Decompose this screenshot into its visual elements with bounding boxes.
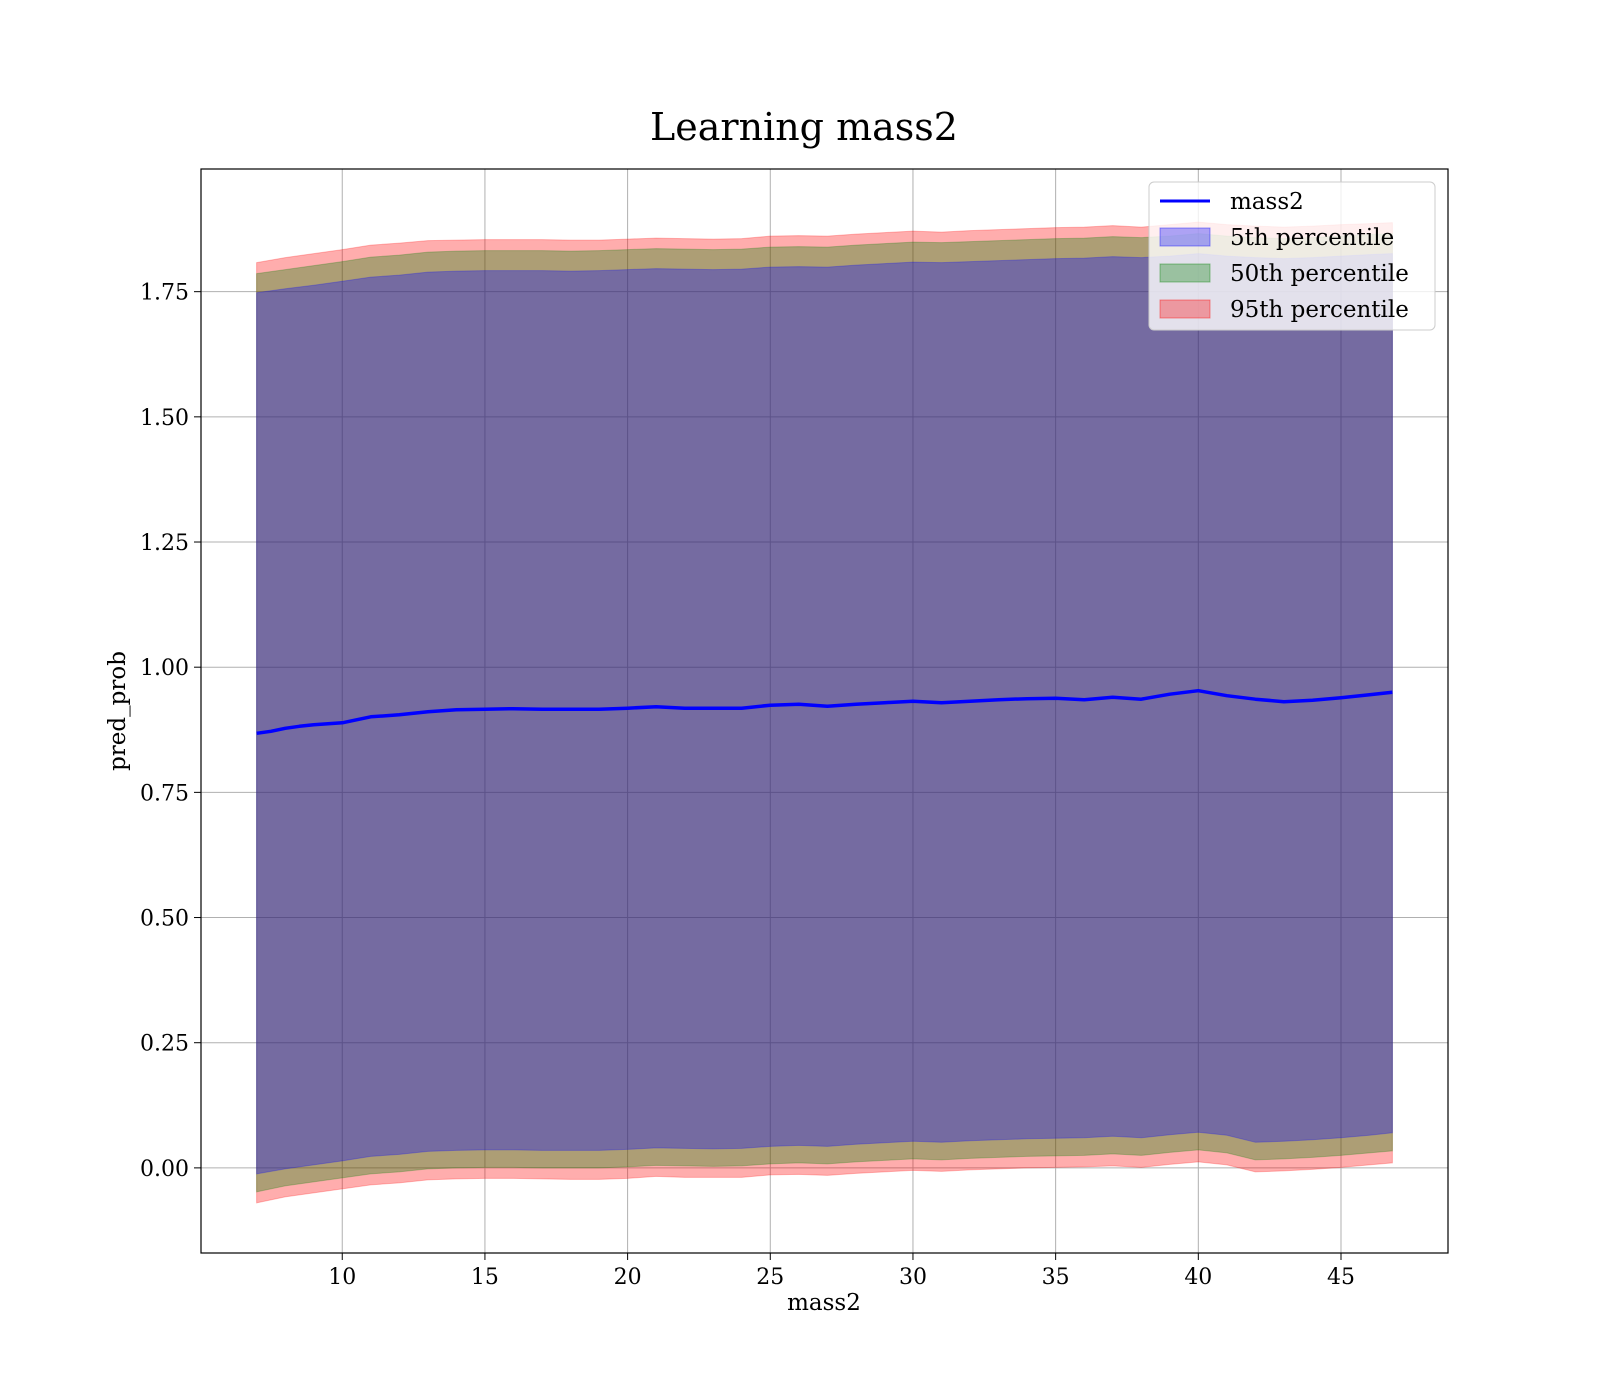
legend-label-50th: 50th percentile (1230, 261, 1409, 287)
y-tick-label: 0.75 (140, 781, 189, 806)
x-tick-label: 20 (614, 1265, 642, 1290)
y-axis-ticks: 0.00 0.25 0.50 0.75 1.00 1.25 1.50 1.75 (140, 281, 201, 1182)
y-tick-label: 1.50 (140, 406, 189, 431)
band-5th (256, 253, 1393, 1175)
plot-frame (200, 168, 1449, 1254)
line-series (256, 688, 1393, 736)
x-tick-label: 30 (899, 1265, 927, 1290)
x-axis-ticks: 10 15 20 25 30 35 40 45 (328, 1253, 1355, 1290)
y-tick-label: 0.25 (140, 1032, 189, 1057)
x-tick-label: 45 (1327, 1265, 1355, 1290)
band-50th (256, 233, 1393, 1193)
y-tick-label: 0.50 (140, 907, 189, 932)
legend-label-5th: 5th percentile (1230, 225, 1394, 251)
legend-swatch-5th (1159, 227, 1211, 247)
line-mass2 (256, 688, 1393, 736)
legend-swatch-95th (1159, 299, 1211, 319)
band-95th (256, 221, 1393, 1204)
x-axis-label: mass2 (787, 1290, 861, 1316)
chart-title: Learning mass2 (650, 105, 958, 149)
legend: mass2 5th percentile 50th percentile 95t… (1148, 181, 1436, 331)
grid (201, 169, 1448, 1253)
legend-box (1148, 181, 1436, 331)
y-tick-label: 1.75 (140, 281, 189, 306)
x-tick-label: 10 (328, 1265, 356, 1290)
x-tick-label: 25 (756, 1265, 784, 1290)
x-tick-label: 40 (1184, 1265, 1212, 1290)
y-tick-label: 1.00 (140, 656, 189, 681)
legend-swatch-50th (1159, 263, 1211, 283)
y-tick-label: 1.25 (140, 531, 189, 556)
legend-label-95th: 95th percentile (1230, 297, 1409, 323)
y-tick-label: 0.00 (140, 1157, 189, 1182)
legend-label-mass2: mass2 (1230, 189, 1304, 215)
percentile-bands (256, 221, 1393, 1204)
x-tick-label: 35 (1042, 1265, 1070, 1290)
y-axis-label: pred_prob (105, 651, 131, 771)
x-tick-label: 15 (471, 1265, 499, 1290)
